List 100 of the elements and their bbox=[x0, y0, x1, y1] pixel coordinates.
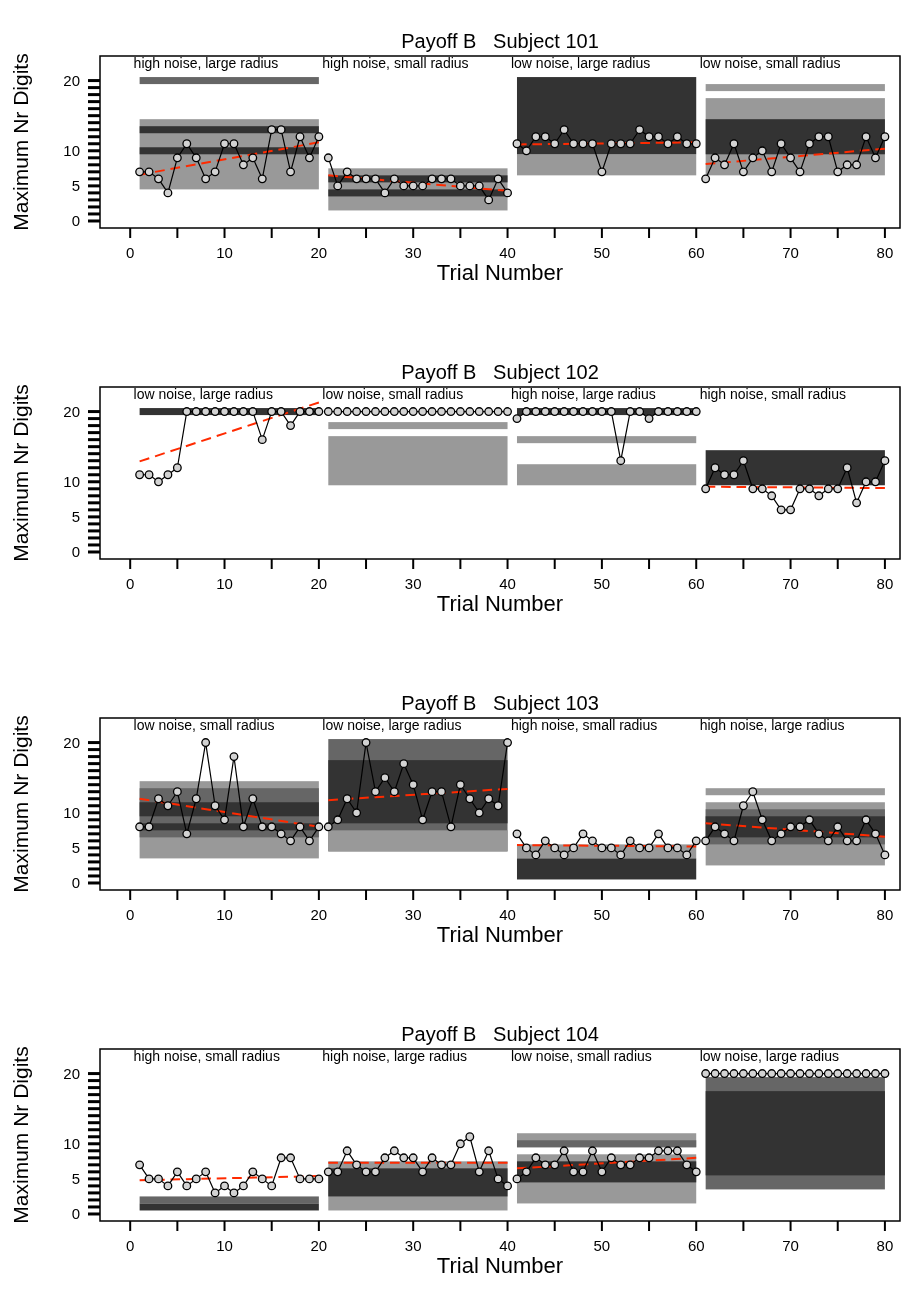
point bbox=[399, 181, 409, 191]
point bbox=[521, 407, 531, 417]
point bbox=[852, 498, 862, 508]
point bbox=[720, 829, 729, 839]
point bbox=[352, 1160, 362, 1170]
x-tick-label: 0 bbox=[126, 244, 135, 261]
point bbox=[154, 477, 163, 487]
point bbox=[550, 139, 560, 149]
point bbox=[701, 1069, 711, 1079]
point bbox=[588, 836, 597, 846]
point bbox=[880, 850, 890, 860]
point bbox=[729, 836, 739, 846]
bar bbox=[516, 436, 697, 444]
point bbox=[418, 407, 428, 417]
point bbox=[333, 181, 343, 191]
point bbox=[672, 843, 682, 853]
point bbox=[229, 1188, 239, 1198]
point bbox=[286, 1153, 296, 1163]
point bbox=[503, 738, 512, 748]
point bbox=[493, 174, 503, 184]
point bbox=[295, 132, 305, 142]
point bbox=[531, 850, 541, 860]
point bbox=[701, 484, 711, 494]
x-tick-label: 30 bbox=[404, 244, 422, 261]
point bbox=[559, 850, 569, 860]
point bbox=[823, 484, 833, 494]
chart-title: Payoff B Subject 103 bbox=[401, 692, 599, 714]
point bbox=[748, 153, 758, 163]
point bbox=[323, 407, 333, 417]
point bbox=[871, 477, 880, 487]
point bbox=[371, 407, 380, 417]
point bbox=[814, 1069, 824, 1079]
x-tick-label: 20 bbox=[310, 906, 328, 923]
x-tick-label: 70 bbox=[782, 1237, 799, 1254]
point bbox=[371, 174, 380, 184]
annotation: low noise, large radius bbox=[133, 386, 273, 402]
point bbox=[342, 794, 352, 804]
point bbox=[135, 470, 145, 480]
point bbox=[465, 407, 475, 417]
point bbox=[201, 1167, 211, 1177]
point bbox=[314, 1174, 324, 1184]
point bbox=[861, 815, 871, 825]
point bbox=[720, 160, 729, 170]
point bbox=[474, 181, 484, 191]
point bbox=[578, 829, 588, 839]
point bbox=[380, 407, 390, 417]
point bbox=[748, 787, 758, 797]
point bbox=[465, 794, 475, 804]
point bbox=[427, 174, 437, 184]
point bbox=[389, 1146, 399, 1156]
point bbox=[738, 456, 748, 466]
x-tick-label: 60 bbox=[687, 244, 705, 261]
point bbox=[823, 1069, 833, 1079]
x-tick-label: 0 bbox=[126, 575, 135, 592]
point bbox=[672, 132, 682, 142]
annotation: low noise, small radius bbox=[133, 717, 275, 733]
point bbox=[323, 1167, 333, 1177]
point bbox=[540, 132, 550, 142]
point bbox=[720, 1069, 729, 1079]
point bbox=[323, 822, 333, 832]
point bbox=[304, 836, 314, 846]
point bbox=[229, 407, 239, 417]
point bbox=[361, 1167, 371, 1177]
point bbox=[521, 1167, 531, 1177]
point bbox=[625, 836, 635, 846]
point bbox=[276, 1153, 286, 1163]
point bbox=[371, 787, 380, 797]
bar bbox=[328, 1168, 508, 1197]
point bbox=[786, 505, 796, 515]
point bbox=[597, 843, 607, 853]
point bbox=[644, 132, 654, 142]
x-axis-title: Trial Number bbox=[436, 1253, 564, 1278]
point bbox=[238, 160, 248, 170]
point bbox=[512, 414, 522, 424]
x-tick-label: 70 bbox=[782, 575, 799, 592]
x-tick-label: 60 bbox=[687, 575, 705, 592]
point bbox=[220, 139, 229, 149]
point bbox=[408, 407, 418, 417]
point bbox=[361, 174, 371, 184]
point bbox=[257, 435, 267, 445]
point bbox=[437, 1160, 446, 1170]
point bbox=[276, 407, 286, 417]
x-tick-label: 30 bbox=[404, 906, 422, 923]
x-tick-label: 70 bbox=[782, 244, 799, 261]
annotation: high noise, small radius bbox=[133, 1048, 280, 1064]
point bbox=[795, 167, 805, 177]
point bbox=[550, 1160, 560, 1170]
point bbox=[767, 1069, 777, 1079]
point bbox=[635, 843, 645, 853]
point bbox=[776, 505, 786, 515]
y-axis-title: Maximum Nr Digits bbox=[9, 715, 32, 893]
point bbox=[323, 153, 333, 163]
point bbox=[220, 815, 229, 825]
point bbox=[257, 822, 267, 832]
x-tick-label: 80 bbox=[876, 575, 894, 592]
x-tick-label: 60 bbox=[687, 1237, 705, 1254]
point bbox=[503, 407, 512, 417]
point bbox=[286, 167, 296, 177]
x-tick-label: 40 bbox=[499, 575, 516, 592]
bar bbox=[705, 450, 885, 486]
